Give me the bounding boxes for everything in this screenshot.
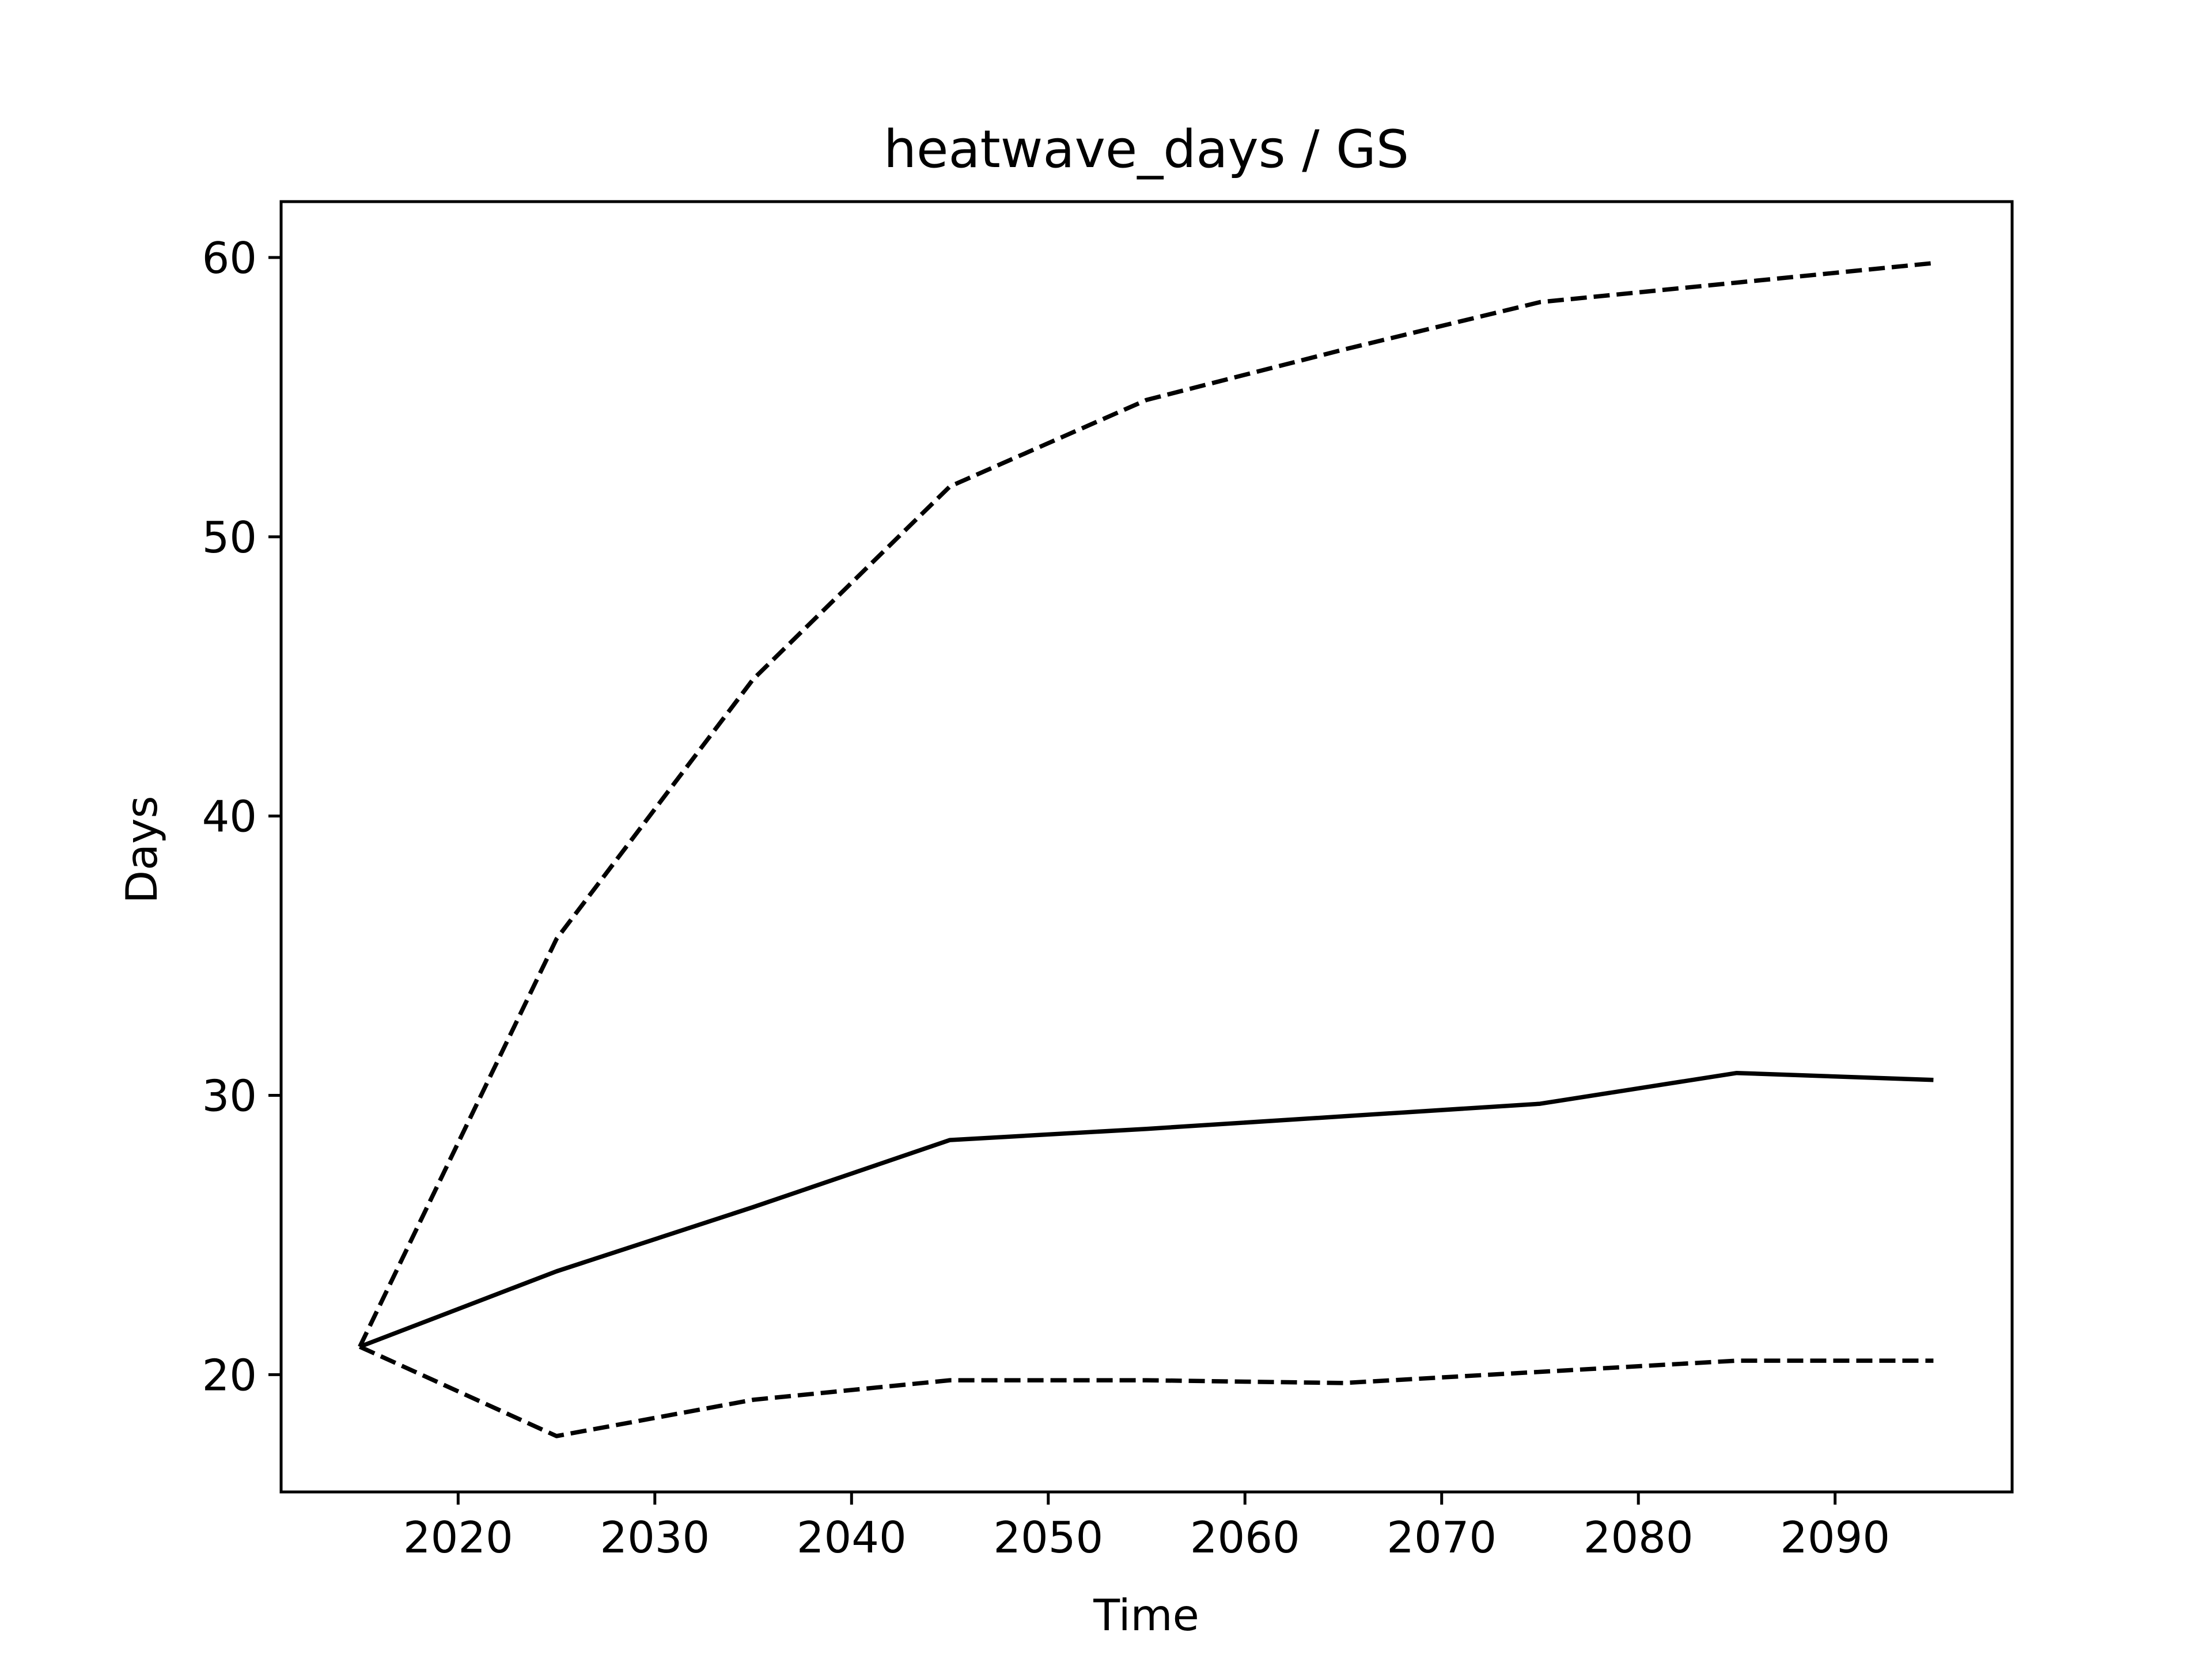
x-tick-label-2: 2040 <box>797 1512 907 1563</box>
y-tick-label-3: 50 <box>202 512 257 563</box>
x-axis: 2020 2030 2040 2050 2060 2070 2080 2090 <box>403 1492 1890 1563</box>
x-tick-label-4: 2060 <box>1190 1512 1300 1563</box>
x-tick-label-6: 2080 <box>1584 1512 1694 1563</box>
series-line-1 <box>359 1070 1934 1349</box>
x-tick-label-7: 2090 <box>1780 1512 1890 1563</box>
y-axis: 20 30 40 50 60 <box>202 233 281 1400</box>
chart-title: heatwave_days / GS <box>884 119 1409 180</box>
series-line-2 <box>358 260 1934 1348</box>
y-tick-label-0: 20 <box>202 1350 257 1400</box>
x-tick-label-0: 2020 <box>403 1512 513 1563</box>
series-line-3 <box>359 1344 1934 1438</box>
plot-area <box>358 260 1934 1438</box>
y-axis-label: Days <box>116 796 167 903</box>
y-tick-label-4: 60 <box>202 233 257 283</box>
y-tick-label-1: 30 <box>202 1071 257 1122</box>
y-tick-label-2: 40 <box>202 791 257 842</box>
x-axis-label: Time <box>1093 1590 1199 1641</box>
x-tick-label-3: 2050 <box>993 1512 1103 1563</box>
plot-frame <box>279 200 2014 1494</box>
x-tick-label-5: 2070 <box>1387 1512 1497 1563</box>
x-tick-label-1: 2030 <box>600 1512 710 1563</box>
